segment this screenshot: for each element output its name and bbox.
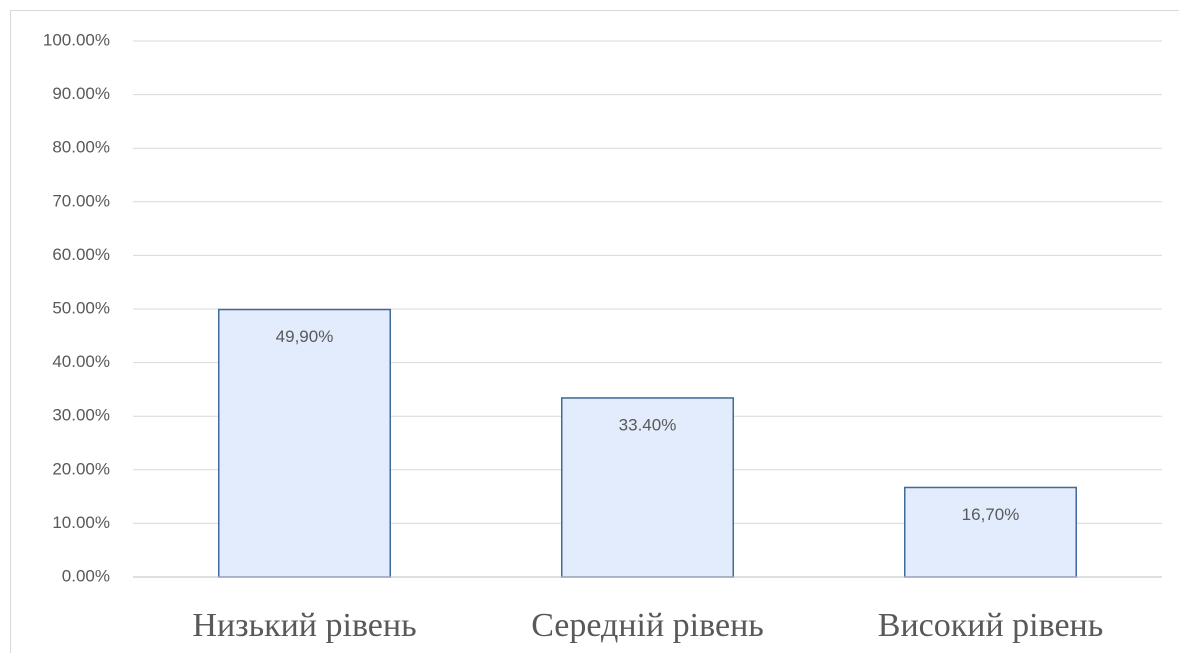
y-tick-label: 20.00% [52, 459, 110, 478]
bar [218, 308, 391, 578]
chart-border [10, 10, 1179, 653]
y-tick-label: 60.00% [52, 245, 110, 264]
y-tick-label: 80.00% [52, 138, 110, 157]
bar [904, 486, 1077, 578]
x-tick-label: Високий рівень [878, 607, 1103, 644]
y-tick-label: 30.00% [52, 406, 110, 425]
y-tick-label: 70.00% [52, 191, 110, 210]
y-tick-label: 100.00% [43, 30, 110, 49]
x-tick-label: Середній рівень [531, 607, 764, 644]
x-tick-label: Низький рівень [192, 607, 416, 644]
y-tick-label: 50.00% [52, 298, 110, 317]
y-tick-label: 40.00% [52, 352, 110, 371]
y-tick-label: 90.00% [52, 84, 110, 103]
y-tick-label: 10.00% [52, 513, 110, 532]
bar [561, 397, 734, 578]
data-label: 16,70% [962, 505, 1020, 524]
y-tick-label: 0.00% [62, 566, 110, 585]
data-label: 49,90% [276, 327, 334, 346]
data-label: 33.40% [619, 415, 677, 434]
